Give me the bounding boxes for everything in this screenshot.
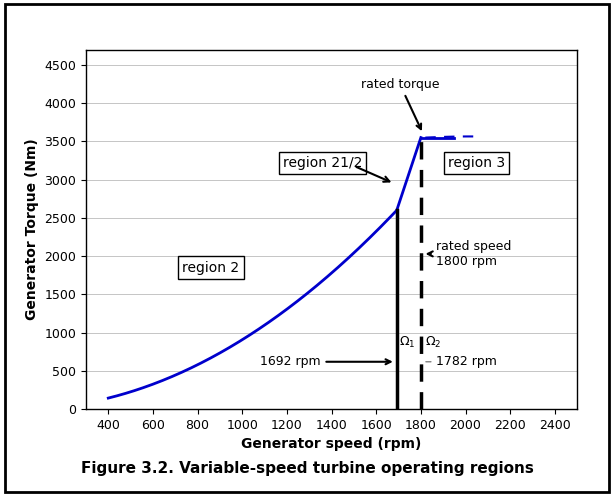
Y-axis label: Generator Torque (Nm): Generator Torque (Nm)	[25, 138, 39, 320]
Text: 1782 rpm: 1782 rpm	[426, 355, 497, 368]
Text: rated torque: rated torque	[360, 77, 439, 129]
Text: $\Omega_2$: $\Omega_2$	[425, 335, 441, 350]
Text: region 21/2: region 21/2	[283, 156, 362, 170]
Text: rated speed
1800 rpm: rated speed 1800 rpm	[428, 240, 512, 268]
Text: 1692 rpm: 1692 rpm	[260, 355, 391, 368]
Text: region 3: region 3	[448, 156, 505, 170]
Text: Figure 3.2. Variable-speed turbine operating regions: Figure 3.2. Variable-speed turbine opera…	[80, 461, 534, 476]
FancyBboxPatch shape	[5, 4, 609, 492]
Text: region 2: region 2	[182, 261, 239, 275]
Text: $\Omega_1$: $\Omega_1$	[398, 335, 415, 350]
X-axis label: Generator speed (rpm): Generator speed (rpm)	[241, 437, 422, 451]
